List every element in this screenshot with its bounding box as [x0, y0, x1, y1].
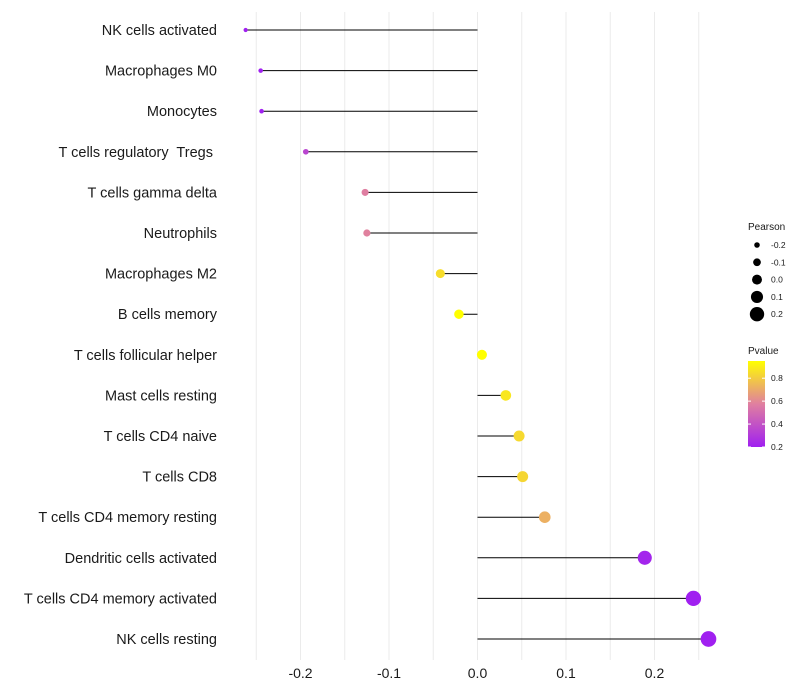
- x-tick-label: 0.2: [645, 665, 665, 681]
- size-legend-key: [753, 258, 761, 267]
- category-label: Dendritic cells activated: [65, 551, 217, 567]
- category-label: T cells CD8: [142, 470, 217, 486]
- category-label: T cells CD4 naive: [104, 429, 217, 445]
- size-legend-label: 0.1: [771, 292, 783, 302]
- data-point: [513, 430, 525, 442]
- color-legend-label: 0.2: [771, 442, 783, 452]
- category-label: T cells CD4 memory activated: [24, 591, 217, 607]
- size-legend: Pearson -0.2 -0.1 0.0 0.1 0.2: [748, 222, 786, 322]
- size-legend-title: Pearson: [748, 222, 785, 233]
- data-point: [637, 550, 652, 565]
- category-label: Macrophages M2: [105, 267, 217, 283]
- color-legend-label: 0.8: [771, 373, 783, 383]
- data-point: [500, 390, 512, 401]
- data-point: [435, 269, 445, 279]
- data-point: [700, 631, 717, 647]
- size-legend-label: -0.1: [771, 257, 786, 267]
- data-point: [685, 590, 702, 607]
- data-point: [361, 188, 369, 196]
- category-label: T cells regulatory Tregs: [59, 145, 218, 161]
- category-label: Mast cells resting: [105, 388, 217, 404]
- category-label: Macrophages M0: [105, 64, 217, 80]
- size-legend-label: -0.2: [771, 240, 786, 250]
- x-tick-label: 0.1: [556, 665, 576, 681]
- x-tick-label: 0.0: [468, 665, 488, 681]
- data-point: [363, 229, 371, 237]
- color-legend-label: 0.4: [771, 419, 783, 429]
- data-point: [243, 27, 248, 33]
- size-legend-key: [749, 307, 765, 322]
- color-legend: Pvalue 0.2 0.4 0.6 0.8: [748, 346, 783, 452]
- data-point: [258, 68, 263, 73]
- data-point: [538, 511, 551, 524]
- data-point: [259, 108, 264, 114]
- point-layer: [243, 27, 717, 647]
- grid-layer: [255, 12, 700, 660]
- category-label: NK cells resting: [116, 632, 217, 648]
- x-tick-label: -0.2: [288, 665, 312, 681]
- color-legend-title: Pvalue: [748, 346, 779, 357]
- data-point: [476, 349, 487, 360]
- category-label: B cells memory: [118, 307, 218, 323]
- category-label: T cells CD4 memory resting: [38, 510, 217, 526]
- x-axis-ticks: -0.2 -0.1 0.0 0.1 0.2: [288, 665, 664, 681]
- category-label: Monocytes: [147, 104, 217, 120]
- size-legend-key: [750, 290, 764, 303]
- size-legend-label: 0.2: [771, 309, 783, 319]
- color-legend-label: 0.6: [771, 396, 783, 406]
- category-label: T cells follicular helper: [74, 348, 217, 364]
- data-point: [517, 471, 529, 483]
- category-label: T cells gamma delta: [88, 185, 218, 201]
- size-legend-label: 0.0: [771, 275, 783, 285]
- category-label: NK cells activated: [102, 23, 217, 39]
- size-legend-key: [754, 242, 760, 248]
- x-tick-label: -0.1: [377, 665, 401, 681]
- stem-layer: [245, 29, 709, 640]
- size-legend-key: [752, 274, 762, 285]
- data-point: [454, 309, 464, 319]
- category-label: Neutrophils: [144, 226, 217, 242]
- data-point: [302, 148, 309, 155]
- pvalue-colorbar: [748, 361, 765, 447]
- category-labels: NK cells activated Macrophages M0 Monocyte…: [24, 23, 218, 648]
